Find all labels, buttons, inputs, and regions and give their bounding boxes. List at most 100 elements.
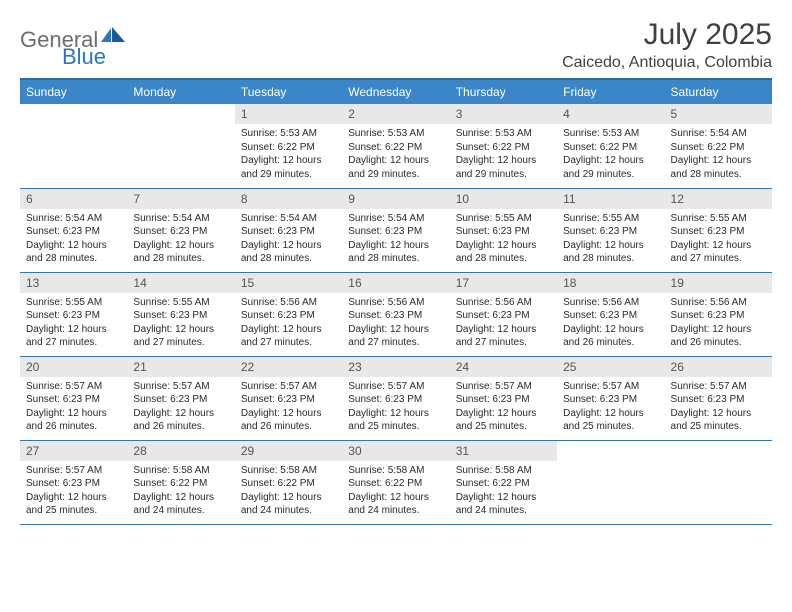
day-details: Sunrise: 5:56 AMSunset: 6:23 PMDaylight:… bbox=[235, 293, 342, 356]
calendar-cell: 24Sunrise: 5:57 AMSunset: 6:23 PMDayligh… bbox=[450, 356, 557, 440]
calendar-cell: 30Sunrise: 5:58 AMSunset: 6:22 PMDayligh… bbox=[342, 440, 449, 524]
day-number: 23 bbox=[342, 357, 449, 377]
calendar-cell: 10Sunrise: 5:55 AMSunset: 6:23 PMDayligh… bbox=[450, 188, 557, 272]
calendar-cell: 31Sunrise: 5:58 AMSunset: 6:22 PMDayligh… bbox=[450, 440, 557, 524]
calendar-cell: 16Sunrise: 5:56 AMSunset: 6:23 PMDayligh… bbox=[342, 272, 449, 356]
day-details: Sunrise: 5:53 AMSunset: 6:22 PMDaylight:… bbox=[235, 124, 342, 187]
calendar-cell bbox=[665, 440, 772, 524]
calendar-cell: 13Sunrise: 5:55 AMSunset: 6:23 PMDayligh… bbox=[20, 272, 127, 356]
day-details: Sunrise: 5:58 AMSunset: 6:22 PMDaylight:… bbox=[342, 461, 449, 524]
day-number: 10 bbox=[450, 189, 557, 209]
day-details: Sunrise: 5:58 AMSunset: 6:22 PMDaylight:… bbox=[127, 461, 234, 524]
day-details: Sunrise: 5:55 AMSunset: 6:23 PMDaylight:… bbox=[665, 209, 772, 272]
day-header: Sunday bbox=[20, 79, 127, 104]
day-number: 29 bbox=[235, 441, 342, 461]
calendar-week-row: 13Sunrise: 5:55 AMSunset: 6:23 PMDayligh… bbox=[20, 272, 772, 356]
day-details: Sunrise: 5:57 AMSunset: 6:23 PMDaylight:… bbox=[20, 461, 127, 524]
calendar-cell: 25Sunrise: 5:57 AMSunset: 6:23 PMDayligh… bbox=[557, 356, 664, 440]
day-number: 27 bbox=[20, 441, 127, 461]
day-number: 16 bbox=[342, 273, 449, 293]
day-number: 9 bbox=[342, 189, 449, 209]
day-number: 24 bbox=[450, 357, 557, 377]
calendar-cell bbox=[20, 104, 127, 188]
calendar-cell: 29Sunrise: 5:58 AMSunset: 6:22 PMDayligh… bbox=[235, 440, 342, 524]
day-number: 15 bbox=[235, 273, 342, 293]
day-details: Sunrise: 5:56 AMSunset: 6:23 PMDaylight:… bbox=[450, 293, 557, 356]
day-number: 5 bbox=[665, 104, 772, 124]
day-number: 21 bbox=[127, 357, 234, 377]
calendar-cell: 2Sunrise: 5:53 AMSunset: 6:22 PMDaylight… bbox=[342, 104, 449, 188]
calendar-cell: 8Sunrise: 5:54 AMSunset: 6:23 PMDaylight… bbox=[235, 188, 342, 272]
day-header-row: Sunday Monday Tuesday Wednesday Thursday… bbox=[20, 79, 772, 104]
calendar-week-row: 6Sunrise: 5:54 AMSunset: 6:23 PMDaylight… bbox=[20, 188, 772, 272]
day-header: Tuesday bbox=[235, 79, 342, 104]
day-details: Sunrise: 5:56 AMSunset: 6:23 PMDaylight:… bbox=[342, 293, 449, 356]
day-details: Sunrise: 5:53 AMSunset: 6:22 PMDaylight:… bbox=[342, 124, 449, 187]
calendar-cell: 5Sunrise: 5:54 AMSunset: 6:22 PMDaylight… bbox=[665, 104, 772, 188]
day-header: Monday bbox=[127, 79, 234, 104]
day-number: 14 bbox=[127, 273, 234, 293]
day-number: 22 bbox=[235, 357, 342, 377]
title-block: July 2025 Caicedo, Antioquia, Colombia bbox=[562, 18, 772, 72]
day-details: Sunrise: 5:55 AMSunset: 6:23 PMDaylight:… bbox=[450, 209, 557, 272]
calendar-cell: 7Sunrise: 5:54 AMSunset: 6:23 PMDaylight… bbox=[127, 188, 234, 272]
day-details: Sunrise: 5:58 AMSunset: 6:22 PMDaylight:… bbox=[235, 461, 342, 524]
day-number: 3 bbox=[450, 104, 557, 124]
location-label: Caicedo, Antioquia, Colombia bbox=[562, 54, 772, 72]
month-title: July 2025 bbox=[562, 18, 772, 52]
day-number: 6 bbox=[20, 189, 127, 209]
day-number: 20 bbox=[20, 357, 127, 377]
day-number: 25 bbox=[557, 357, 664, 377]
day-number: 30 bbox=[342, 441, 449, 461]
day-header: Friday bbox=[557, 79, 664, 104]
day-details: Sunrise: 5:53 AMSunset: 6:22 PMDaylight:… bbox=[450, 124, 557, 187]
calendar-week-row: 1Sunrise: 5:53 AMSunset: 6:22 PMDaylight… bbox=[20, 104, 772, 188]
day-details: Sunrise: 5:54 AMSunset: 6:23 PMDaylight:… bbox=[127, 209, 234, 272]
calendar-cell: 21Sunrise: 5:57 AMSunset: 6:23 PMDayligh… bbox=[127, 356, 234, 440]
day-details: Sunrise: 5:56 AMSunset: 6:23 PMDaylight:… bbox=[665, 293, 772, 356]
day-details: Sunrise: 5:57 AMSunset: 6:23 PMDaylight:… bbox=[450, 377, 557, 440]
day-details: Sunrise: 5:57 AMSunset: 6:23 PMDaylight:… bbox=[342, 377, 449, 440]
calendar-cell: 18Sunrise: 5:56 AMSunset: 6:23 PMDayligh… bbox=[557, 272, 664, 356]
calendar-table: Sunday Monday Tuesday Wednesday Thursday… bbox=[20, 78, 772, 525]
day-number: 2 bbox=[342, 104, 449, 124]
calendar-cell: 17Sunrise: 5:56 AMSunset: 6:23 PMDayligh… bbox=[450, 272, 557, 356]
calendar-cell: 22Sunrise: 5:57 AMSunset: 6:23 PMDayligh… bbox=[235, 356, 342, 440]
day-details: Sunrise: 5:57 AMSunset: 6:23 PMDaylight:… bbox=[665, 377, 772, 440]
calendar-cell bbox=[127, 104, 234, 188]
calendar-cell: 26Sunrise: 5:57 AMSunset: 6:23 PMDayligh… bbox=[665, 356, 772, 440]
day-details: Sunrise: 5:57 AMSunset: 6:23 PMDaylight:… bbox=[20, 377, 127, 440]
day-details: Sunrise: 5:54 AMSunset: 6:23 PMDaylight:… bbox=[235, 209, 342, 272]
day-number: 8 bbox=[235, 189, 342, 209]
calendar-week-row: 20Sunrise: 5:57 AMSunset: 6:23 PMDayligh… bbox=[20, 356, 772, 440]
calendar-cell: 12Sunrise: 5:55 AMSunset: 6:23 PMDayligh… bbox=[665, 188, 772, 272]
day-number: 28 bbox=[127, 441, 234, 461]
calendar-cell: 6Sunrise: 5:54 AMSunset: 6:23 PMDaylight… bbox=[20, 188, 127, 272]
day-details: Sunrise: 5:56 AMSunset: 6:23 PMDaylight:… bbox=[557, 293, 664, 356]
calendar-cell: 11Sunrise: 5:55 AMSunset: 6:23 PMDayligh… bbox=[557, 188, 664, 272]
day-number: 31 bbox=[450, 441, 557, 461]
day-number: 13 bbox=[20, 273, 127, 293]
calendar-cell: 4Sunrise: 5:53 AMSunset: 6:22 PMDaylight… bbox=[557, 104, 664, 188]
day-header: Wednesday bbox=[342, 79, 449, 104]
day-number: 7 bbox=[127, 189, 234, 209]
day-header: Saturday bbox=[665, 79, 772, 104]
calendar-cell bbox=[557, 440, 664, 524]
calendar-cell: 3Sunrise: 5:53 AMSunset: 6:22 PMDaylight… bbox=[450, 104, 557, 188]
day-header: Thursday bbox=[450, 79, 557, 104]
calendar-cell: 15Sunrise: 5:56 AMSunset: 6:23 PMDayligh… bbox=[235, 272, 342, 356]
day-details: Sunrise: 5:55 AMSunset: 6:23 PMDaylight:… bbox=[557, 209, 664, 272]
day-details: Sunrise: 5:57 AMSunset: 6:23 PMDaylight:… bbox=[127, 377, 234, 440]
day-number: 1 bbox=[235, 104, 342, 124]
day-number: 26 bbox=[665, 357, 772, 377]
calendar-cell: 27Sunrise: 5:57 AMSunset: 6:23 PMDayligh… bbox=[20, 440, 127, 524]
day-details: Sunrise: 5:57 AMSunset: 6:23 PMDaylight:… bbox=[557, 377, 664, 440]
calendar-cell: 14Sunrise: 5:55 AMSunset: 6:23 PMDayligh… bbox=[127, 272, 234, 356]
day-number: 11 bbox=[557, 189, 664, 209]
day-details: Sunrise: 5:57 AMSunset: 6:23 PMDaylight:… bbox=[235, 377, 342, 440]
calendar-week-row: 27Sunrise: 5:57 AMSunset: 6:23 PMDayligh… bbox=[20, 440, 772, 524]
brand-logo: General Blue bbox=[20, 18, 127, 53]
day-details: Sunrise: 5:54 AMSunset: 6:22 PMDaylight:… bbox=[665, 124, 772, 187]
day-number: 18 bbox=[557, 273, 664, 293]
day-number: 12 bbox=[665, 189, 772, 209]
